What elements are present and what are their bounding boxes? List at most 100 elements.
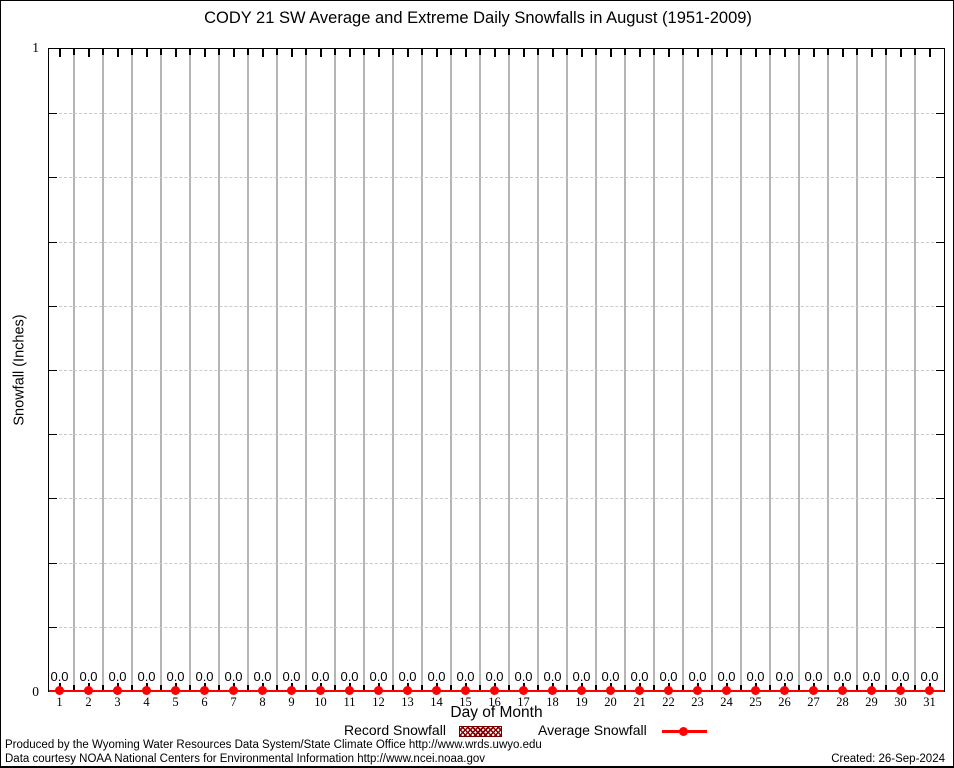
point-value-label: 0.0: [340, 669, 359, 684]
x-major-tick-top: [145, 49, 148, 57]
average-snowfall-point: [548, 686, 557, 695]
point-value-label: 0.0: [920, 669, 939, 684]
x-minor-tick-top: [798, 49, 800, 55]
x-major-tick-top: [232, 49, 235, 57]
x-minor-tick-top: [305, 49, 307, 55]
y-gridline: [49, 241, 944, 243]
x-major-tick-top: [928, 49, 931, 57]
x-tick-label: 4: [143, 695, 150, 709]
x-major-tick-top: [87, 49, 90, 57]
x-minor-tick-top: [276, 49, 278, 55]
average-snowfall-point: [316, 686, 325, 695]
x-minor-tick-top: [421, 49, 423, 55]
point-value-label: 0.0: [108, 669, 127, 684]
x-tick-label: 21: [633, 695, 646, 709]
point-value-label: 0.0: [485, 669, 504, 684]
average-snowfall-point: [84, 686, 93, 695]
x-major-tick-top: [348, 49, 351, 57]
legend-average-label: Average Snowfall: [538, 722, 647, 738]
average-snowfall-point: [519, 686, 528, 695]
x-major-tick-top: [58, 49, 61, 57]
x-minor-tick-top: [479, 49, 481, 55]
x-major-tick-top: [464, 49, 467, 57]
x-minor-tick-top: [131, 49, 133, 55]
x-minor-tick-top: [247, 49, 249, 55]
x-major-tick-top: [899, 49, 902, 57]
x-major-tick-top: [754, 49, 757, 57]
x-minor-tick-top: [624, 49, 626, 55]
point-value-label: 0.0: [166, 669, 185, 684]
average-snowfall-point: [635, 686, 644, 695]
y-gridline: [49, 562, 944, 564]
average-snowfall-point: [490, 686, 499, 695]
x-minor-tick-bottom: [624, 685, 626, 691]
average-snowfall-point: [461, 686, 470, 695]
x-major-tick-top: [551, 49, 554, 57]
x-major-tick-top: [870, 49, 873, 57]
average-snowfall-point: [113, 686, 122, 695]
point-value-label: 0.0: [891, 669, 910, 684]
x-minor-tick-top: [595, 49, 597, 55]
x-major-tick-top: [406, 49, 409, 57]
legend-record-key-swatch: [459, 726, 502, 737]
point-value-label: 0.0: [572, 669, 591, 684]
x-tick-label: 28: [836, 695, 849, 709]
x-tick-label: 12: [372, 695, 385, 709]
x-major-tick-top: [493, 49, 496, 57]
x-major-tick-top: [609, 49, 612, 57]
average-snowfall-point: [287, 686, 296, 695]
average-snowfall-point: [780, 686, 789, 695]
x-tick-label: 8: [259, 695, 266, 709]
point-value-label: 0.0: [688, 669, 707, 684]
x-tick-label: 16: [488, 695, 501, 709]
x-minor-tick-top: [653, 49, 655, 55]
point-value-label: 0.0: [862, 669, 881, 684]
x-minor-tick-top: [827, 49, 829, 55]
x-minor-tick-top: [218, 49, 220, 55]
y-tick-left: [49, 498, 57, 500]
point-value-label: 0.0: [195, 669, 214, 684]
legend-record-label: Record Snowfall: [344, 722, 446, 738]
x-minor-tick-bottom: [189, 685, 191, 691]
x-tick-label: 27: [807, 695, 820, 709]
x-minor-tick-top: [537, 49, 539, 55]
average-snowfall-point: [200, 686, 209, 695]
x-major-tick-top: [319, 49, 322, 57]
average-snowfall-point: [171, 686, 180, 695]
x-minor-tick-bottom: [363, 685, 365, 691]
x-minor-tick-bottom: [392, 685, 394, 691]
x-minor-tick-bottom: [305, 685, 307, 691]
y-tick-right: [936, 113, 944, 115]
y-tick-right: [936, 241, 944, 243]
x-minor-tick-top: [508, 49, 510, 55]
x-major-tick-top: [261, 49, 264, 57]
y-tick-right: [936, 305, 944, 307]
point-value-label: 0.0: [427, 669, 446, 684]
footer-created-date: Created: 26-Sep-2024: [831, 753, 945, 765]
y-gridline: [49, 305, 944, 307]
y-gridline: [49, 370, 944, 371]
point-value-label: 0.0: [253, 669, 272, 684]
x-minor-tick-top: [682, 49, 684, 55]
x-minor-tick-bottom: [827, 685, 829, 691]
average-snowfall-point: [374, 686, 383, 695]
x-minor-tick-top: [885, 49, 887, 55]
x-minor-tick-bottom: [334, 685, 336, 691]
x-minor-tick-top: [73, 49, 75, 55]
average-snowfall-point: [896, 686, 905, 695]
point-value-label: 0.0: [282, 669, 301, 684]
plot-area: 0.0 0.0 0.0 0.0 0.0 0.0 0.0 0.0 0.0 0.0 0.0 0.0 0.0 0…: [48, 48, 945, 695]
x-minor-tick-top: [160, 49, 162, 55]
x-major-tick-top: [580, 49, 583, 57]
y-tick-left: [49, 241, 57, 243]
x-tick-label: 9: [288, 695, 295, 709]
x-minor-tick-bottom: [479, 685, 481, 691]
point-value-label: 0.0: [543, 669, 562, 684]
x-tick-label: 7: [230, 695, 237, 709]
x-tick-label: 18: [546, 695, 559, 709]
point-value-label: 0.0: [630, 669, 649, 684]
x-tick-label: 30: [894, 695, 907, 709]
x-tick-label: 20: [604, 695, 617, 709]
x-minor-tick-top: [769, 49, 771, 55]
